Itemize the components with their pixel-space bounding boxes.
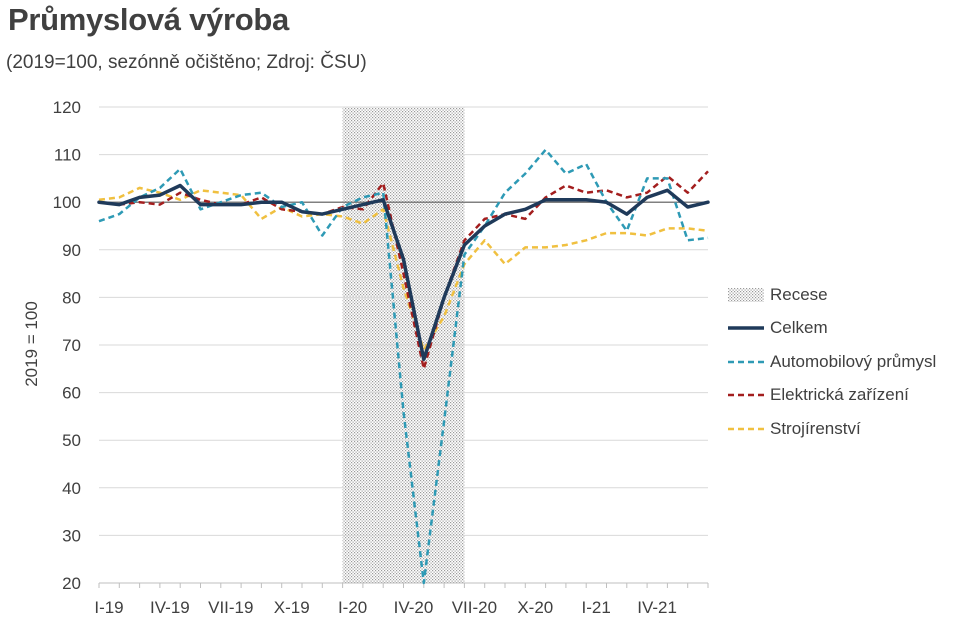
legend-label-celkem: Celkem xyxy=(770,318,828,338)
legend-swatch-recession xyxy=(728,287,764,302)
legend-label-auto: Automobilový průmysl xyxy=(770,351,937,371)
legend-swatch-elektro xyxy=(728,394,764,397)
y-tick-label: 60 xyxy=(62,384,81,403)
legend: Recese Celkem Automobilový průmysl Elekt… xyxy=(728,278,936,446)
legend-swatch-auto xyxy=(728,360,764,363)
x-tick-label: I-19 xyxy=(94,598,123,617)
x-tick-label: I-20 xyxy=(338,598,367,617)
legend-item-recession: Recese xyxy=(728,278,936,312)
y-tick-label: 120 xyxy=(53,98,81,117)
y-tick-label: 100 xyxy=(53,193,81,212)
x-tick-label: VII-19 xyxy=(208,598,253,617)
series-line-celkem xyxy=(97,183,710,362)
series-line-elektro xyxy=(98,170,709,371)
legend-label-stroj: Strojírenství xyxy=(770,418,861,438)
chart-subtitle: (2019=100, sezónně očištěno; Zdroj: ČSU) xyxy=(6,52,367,73)
y-axis-label: 2019 = 100 xyxy=(22,301,41,387)
legend-label-recession: Recese xyxy=(770,284,828,304)
legend-item-elektro: Elektrická zařízení xyxy=(728,379,936,413)
legend-item-celkem: Celkem xyxy=(728,312,936,346)
legend-item-stroj: Strojírenství xyxy=(728,412,936,446)
legend-swatch-celkem xyxy=(728,326,764,330)
x-tick-label: VII-20 xyxy=(452,598,497,617)
x-tick-label: X-19 xyxy=(274,598,310,617)
y-tick-label: 80 xyxy=(62,288,81,307)
y-tick-label: 40 xyxy=(62,479,81,498)
x-tick-label: IV-19 xyxy=(150,598,190,617)
x-tick-label: IV-20 xyxy=(394,598,434,617)
y-tick-label: 110 xyxy=(54,146,81,165)
y-tick-label: 20 xyxy=(62,574,81,593)
y-tick-label: 30 xyxy=(62,526,81,545)
y-tick-label: 50 xyxy=(62,431,81,450)
legend-item-auto: Automobilový průmysl xyxy=(728,345,936,379)
x-tick-label: I-21 xyxy=(582,598,611,617)
legend-swatch-stroj xyxy=(728,427,764,430)
x-tick-label: IV-21 xyxy=(637,598,677,617)
y-tick-label: 90 xyxy=(62,241,81,260)
x-tick-label: X-20 xyxy=(517,598,553,617)
legend-label-elektro: Elektrická zařízení xyxy=(770,385,909,405)
chart-title: Průmyslová výroba xyxy=(8,2,289,37)
y-tick-label: 70 xyxy=(62,336,81,355)
series-line-stroj xyxy=(98,186,709,352)
